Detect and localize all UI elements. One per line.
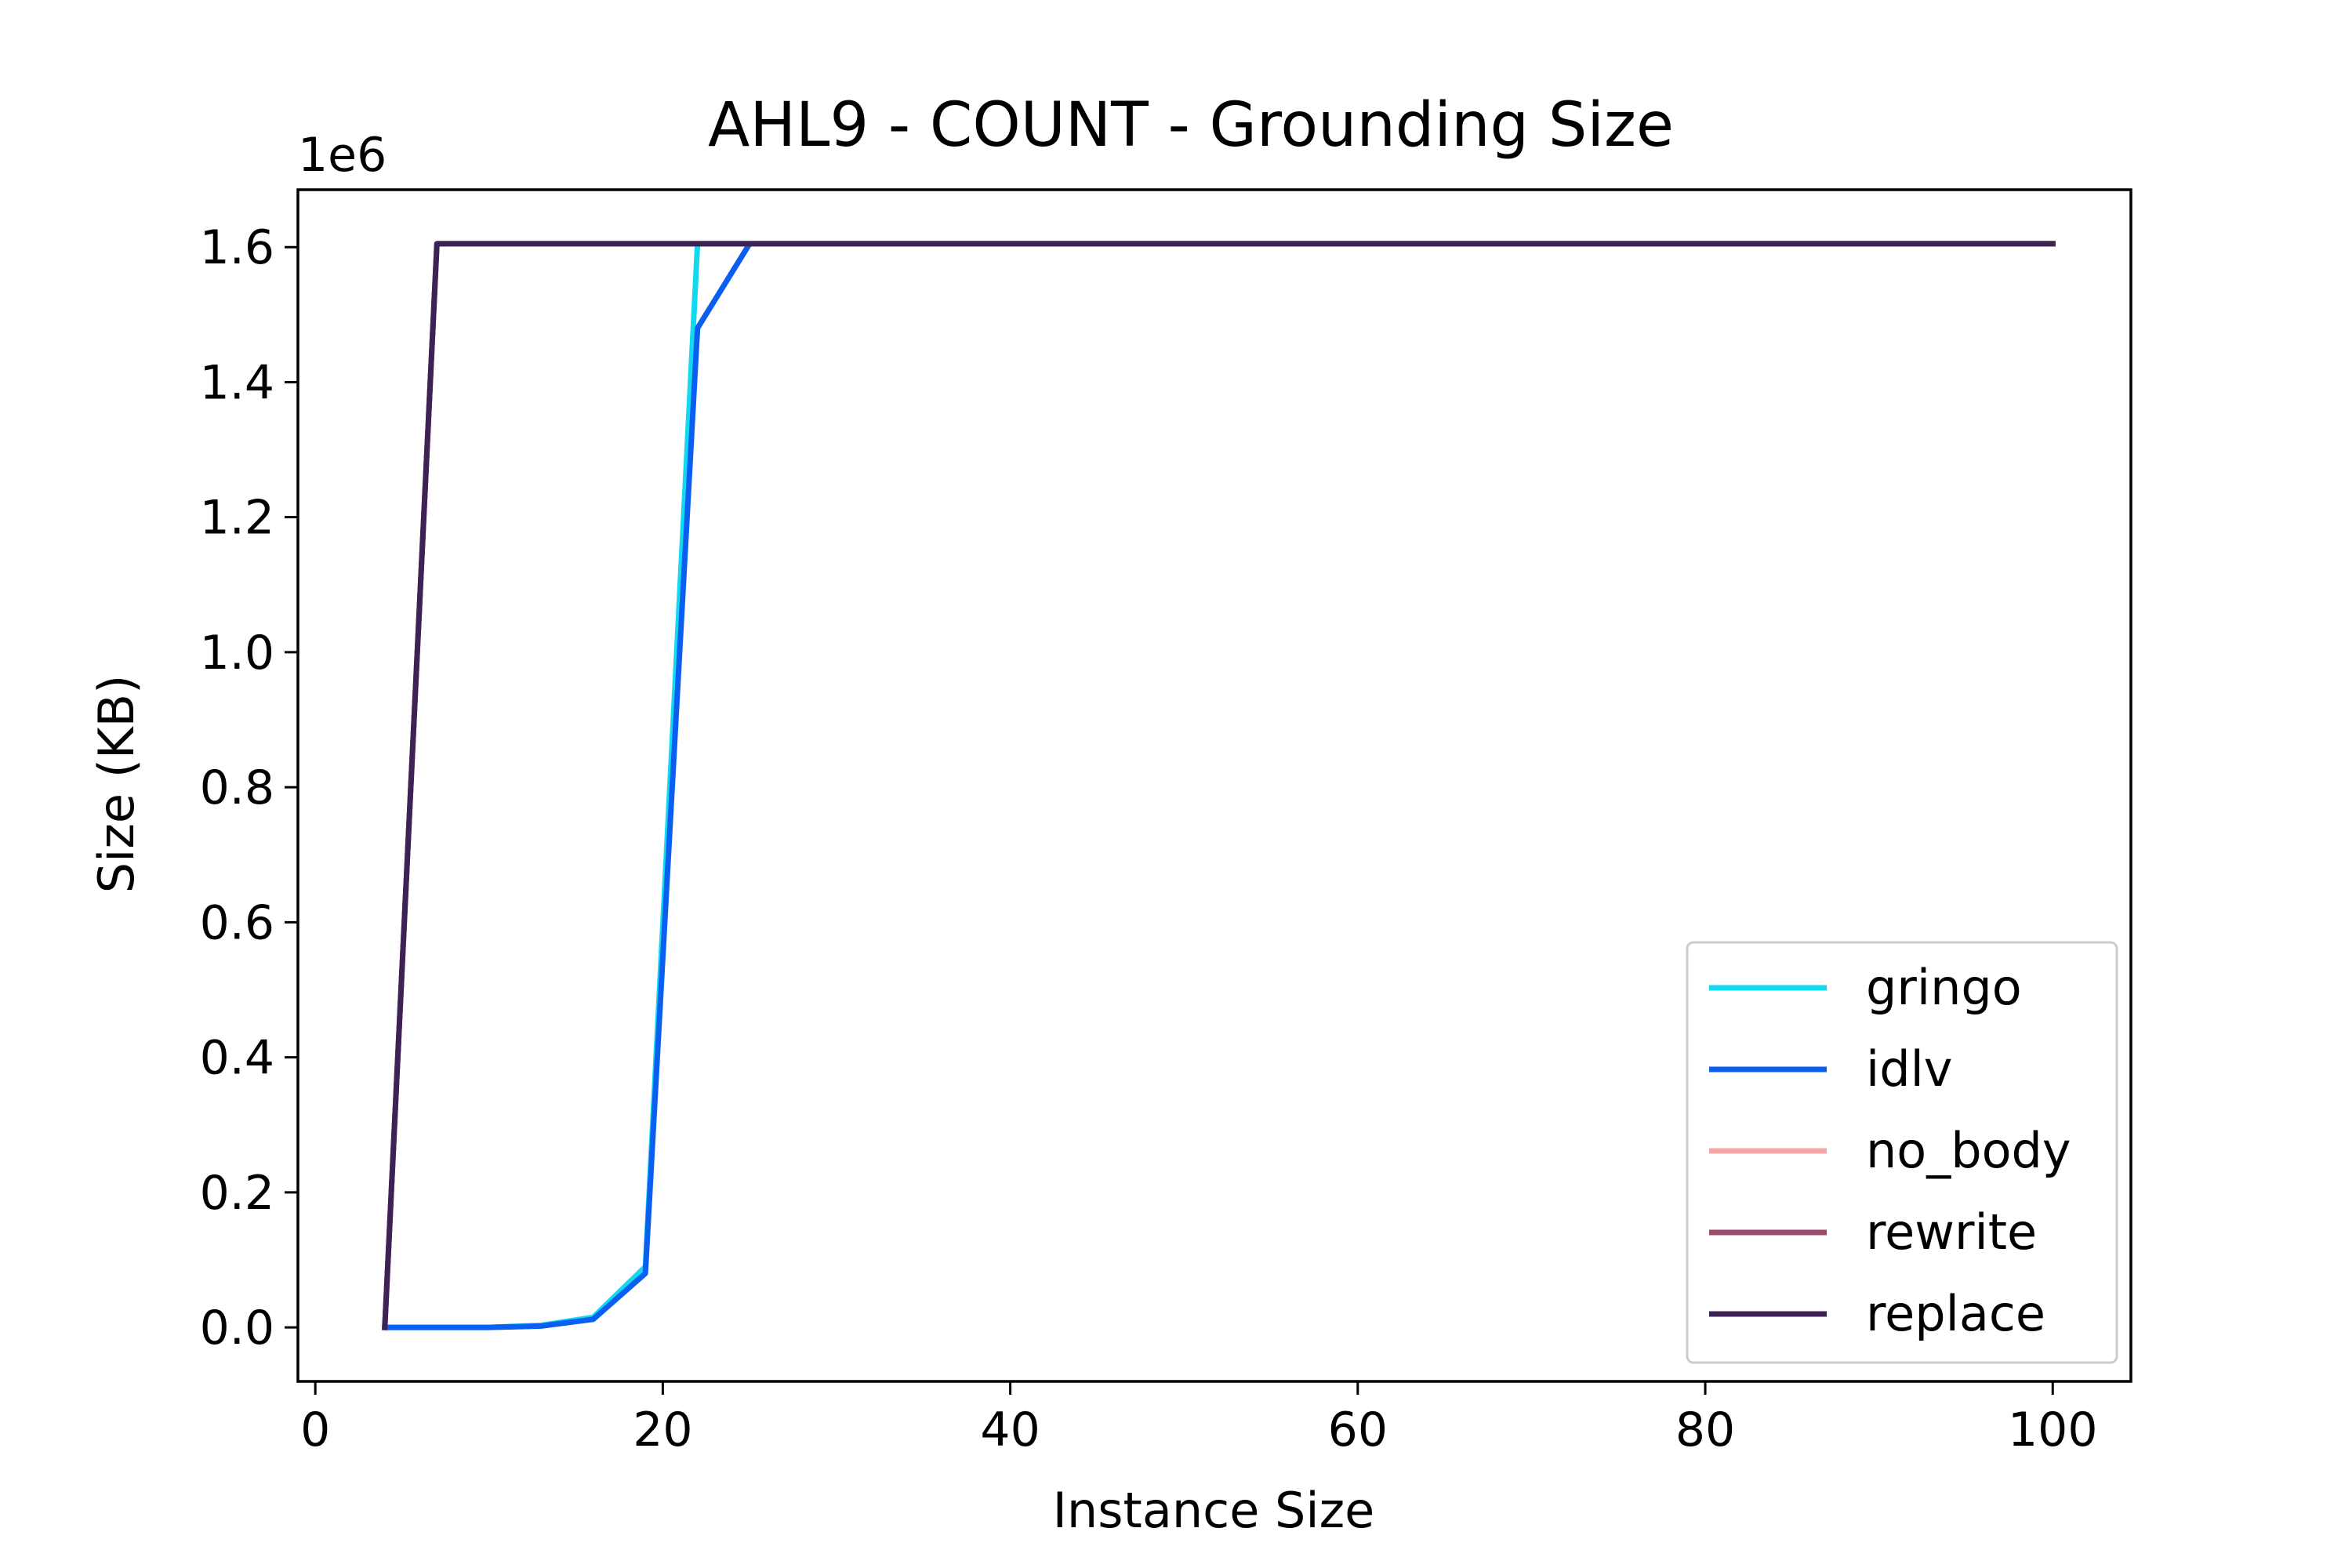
legend-label-rewrite: rewrite bbox=[1866, 1203, 2037, 1261]
x-tick-label: 60 bbox=[1328, 1403, 1388, 1457]
y-tick-label: 0.8 bbox=[200, 760, 274, 815]
y-tick-label: 0.6 bbox=[200, 895, 274, 950]
x-tick-label: 20 bbox=[633, 1403, 692, 1457]
x-tick-label: 80 bbox=[1675, 1403, 1735, 1457]
x-tick-label: 0 bbox=[300, 1403, 330, 1457]
series-layer bbox=[382, 241, 2056, 1330]
y-tick-label: 1.2 bbox=[200, 491, 274, 546]
legend-label-idlv: idlv bbox=[1866, 1040, 1953, 1098]
y-tick-label: 0.4 bbox=[200, 1031, 274, 1086]
x-tick-label: 40 bbox=[980, 1403, 1040, 1457]
x-axis-label: Instance Size bbox=[1053, 1482, 1375, 1539]
chart-title: AHL9 - COUNT - Grounding Size bbox=[708, 90, 1674, 161]
axes-layer: 0 20 40 60 80 100 0.0 0.2 0.4 0.6 0.8 1.0 1.2 1.4 1.6 bbox=[200, 188, 2132, 1457]
series-line-replace bbox=[382, 241, 2056, 1330]
legend-label-no-body: no_body bbox=[1866, 1122, 2071, 1179]
y-tick-label: 1.4 bbox=[200, 355, 274, 410]
legend-label-gringo: gringo bbox=[1866, 959, 2022, 1016]
legend-frame bbox=[1686, 941, 2118, 1364]
y-tick-label: 0.2 bbox=[200, 1166, 274, 1221]
plot-frame bbox=[296, 188, 2132, 1383]
y-tick-label: 1.0 bbox=[200, 626, 274, 681]
y-axis-label: Size (KB) bbox=[88, 675, 145, 894]
x-tick-label: 100 bbox=[2008, 1403, 2098, 1457]
legend-label-replace: replace bbox=[1866, 1285, 2045, 1342]
y-tick-label: 0.0 bbox=[200, 1301, 274, 1356]
y-axis-multiplier: 1e6 bbox=[298, 128, 387, 183]
y-tick-label: 1.6 bbox=[200, 220, 274, 275]
